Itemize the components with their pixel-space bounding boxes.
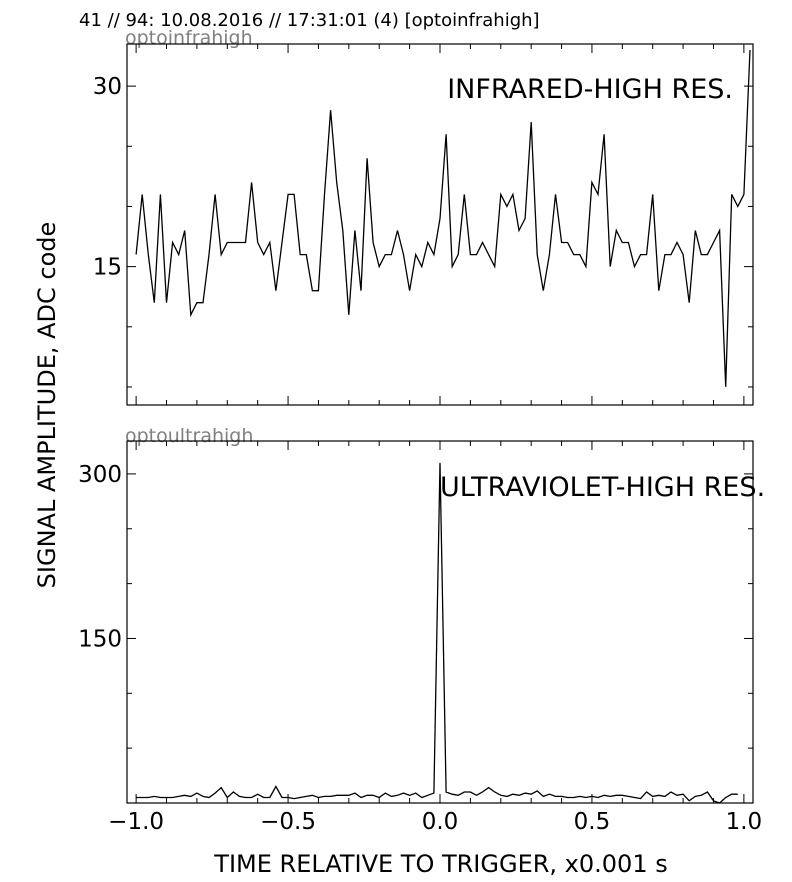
x-tick-label: 1.0 — [726, 809, 763, 835]
infrared-y-tick-label: 30 — [93, 74, 122, 100]
infrared-series-line — [135, 49, 751, 387]
ultraviolet-panel: optoultrahigh ULTRAVIOLET-HIGH RES. 150 3… — [78, 425, 765, 835]
ultraviolet-channel-label: optoultrahigh — [125, 425, 253, 447]
header-title: 41 // 94: 10.08.2016 // 17:31:01 (4) [op… — [79, 10, 540, 31]
ultraviolet-series-line — [136, 462, 738, 804]
x-tick-label: 0.0 — [422, 809, 459, 835]
ultraviolet-y-tick-label: 300 — [78, 462, 122, 488]
infrared-channel-label: optoinfrahigh — [125, 27, 253, 49]
ultraviolet-y-tick-label: 150 — [78, 626, 122, 652]
infrared-y-tick-label: 15 — [93, 255, 122, 281]
infrared-annotation: INFRARED-HIGH RES. — [447, 74, 733, 105]
x-tick-label: −1.0 — [108, 809, 164, 835]
y-axis-label: SIGNAL AMPLITUDE, ADC code — [33, 222, 61, 589]
x-tick-label: 0.5 — [574, 809, 611, 835]
ultraviolet-annotation: ULTRAVIOLET-HIGH RES. — [440, 472, 765, 503]
x-axis-label: TIME RELATIVE TO TRIGGER, x0.001 s — [213, 850, 667, 878]
infrared-panel: optoinfrahigh INFRARED-HIGH RES. 15 30 — [93, 27, 754, 406]
x-tick-label: −0.5 — [260, 809, 316, 835]
